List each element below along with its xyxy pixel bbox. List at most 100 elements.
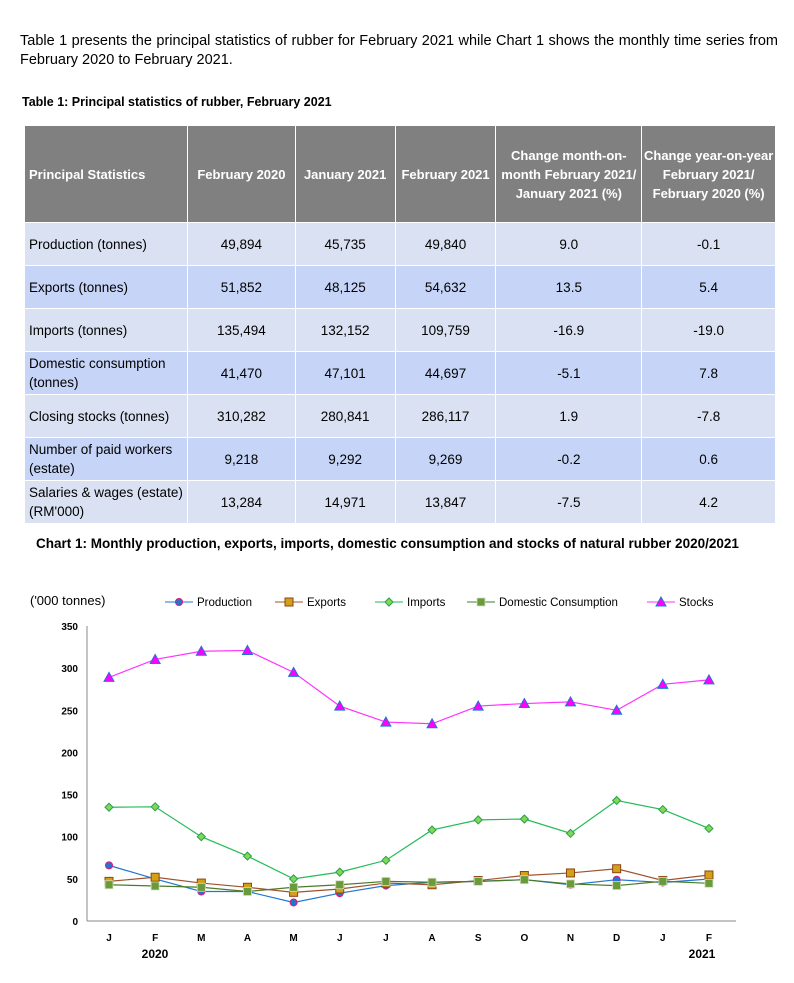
cell-value: 4.2	[641, 480, 776, 524]
legend-label: Domestic Consumption	[499, 597, 618, 609]
table-row: Domestic consumption (tonnes) 41,470 47,10…	[23, 351, 776, 395]
data-point	[150, 872, 160, 882]
data-point	[335, 880, 345, 890]
data-point	[105, 861, 113, 870]
intro-paragraph: Table 1 presents the principal statistic…	[20, 33, 778, 68]
data-point	[565, 828, 576, 839]
y-axis-label: ('000 tonnes)	[30, 593, 105, 608]
cell-value: 41,470	[187, 351, 296, 395]
data-point	[704, 878, 714, 888]
data-point	[566, 868, 575, 878]
data-point	[704, 870, 714, 880]
data-point	[518, 697, 531, 709]
cell-value: -5.1	[495, 351, 643, 395]
legend-label: Production	[197, 597, 252, 609]
data-point	[196, 882, 206, 892]
cell-value: 9,218	[187, 437, 296, 481]
data-point	[103, 671, 115, 682]
data-point	[289, 898, 298, 907]
y-tick-label: 0	[72, 917, 78, 928]
table-row: Exports (tonnes) 51,852 48,125 54,632 13.5 5.…	[23, 265, 776, 309]
legend-label: Imports	[407, 597, 446, 609]
y-tick-label: 50	[67, 875, 79, 886]
row-label: Salaries & wages (estate) (RM'000)	[23, 480, 189, 524]
cell-value: 7.8	[641, 351, 776, 395]
data-point	[149, 653, 161, 664]
y-tick-label: 100	[61, 833, 78, 844]
row-label: Closing stocks (tonnes)	[23, 394, 189, 438]
cell-value: 286,117	[394, 394, 497, 438]
cell-value: 13,284	[187, 480, 296, 524]
y-tick-label: 200	[61, 748, 78, 759]
cell-value: 310,282	[187, 394, 296, 438]
year-label: 2021	[689, 947, 716, 961]
data-point	[519, 875, 529, 885]
cell-value: 14,971	[294, 480, 396, 524]
data-point	[427, 825, 437, 835]
statistics-table: Principal Statistics February 2020 January…	[23, 125, 776, 524]
data-point	[426, 717, 438, 729]
data-point	[704, 823, 714, 834]
column-header: February 2021	[394, 125, 497, 223]
chart-title: Chart 1: Monthly production, exports, im…	[36, 536, 739, 551]
cell-value: 280,841	[294, 394, 396, 438]
x-tick-label: J	[660, 933, 666, 944]
cell-value: 0.6	[641, 437, 776, 481]
x-tick-label: M	[289, 933, 297, 944]
cell-value: 1.9	[495, 394, 643, 438]
table-row: Production (tonnes) 49,894 45,735 49,840 9.0…	[23, 222, 776, 266]
data-point	[612, 881, 622, 891]
cell-value: 5.4	[641, 265, 776, 309]
data-point	[381, 855, 391, 866]
x-tick-label: J	[337, 933, 343, 944]
x-tick-label: M	[197, 933, 205, 944]
table-row: Closing stocks (tonnes) 310,282 280,841 286…	[23, 394, 776, 438]
x-tick-label: J	[106, 933, 112, 944]
cell-value: -19.0	[641, 308, 776, 352]
legend-marker	[655, 595, 667, 607]
data-point	[472, 700, 485, 711]
table-row: Imports (tonnes) 135,494 132,152 109,759 -16…	[23, 308, 776, 352]
y-tick-label: 300	[61, 664, 78, 675]
data-point	[381, 876, 391, 886]
y-tick-label: 350	[61, 622, 78, 633]
line-chart: ('000 tonnes) 0 50 100 150 200 250 300 350 J F M A M J…	[30, 593, 736, 961]
x-tick-label: A	[428, 933, 435, 944]
data-point	[195, 645, 208, 656]
cell-value: 44,697	[394, 351, 497, 395]
cell-value: 9.0	[495, 222, 643, 266]
data-point	[104, 802, 114, 812]
table-title: Table 1: Principal statistics of rubber,…	[22, 95, 332, 109]
data-point	[611, 795, 622, 806]
data-point	[564, 695, 577, 707]
x-tick-label: O	[520, 933, 528, 944]
cell-value: 51,852	[187, 265, 296, 309]
column-header: Change year-on-year February 2021/ Febru…	[641, 125, 776, 223]
x-tick-label: A	[244, 933, 251, 944]
cell-value: -0.1	[641, 222, 776, 266]
column-header: Principal Statistics	[23, 125, 189, 223]
data-point	[380, 716, 392, 727]
cell-value: 45,735	[294, 222, 396, 266]
cell-value: -0.2	[495, 437, 643, 481]
column-header: Change month-on-month February 2021/ Jan…	[495, 125, 643, 223]
cell-value: 13,847	[394, 480, 497, 524]
legend-marker	[175, 598, 183, 606]
series-line-imports	[108, 799, 710, 880]
legend-marker	[384, 597, 394, 607]
table-row: Number of paid workers (estate) 9,218 9,29…	[23, 437, 776, 481]
cell-value: 49,840	[394, 222, 497, 266]
legend-marker	[284, 597, 294, 607]
data-point	[196, 832, 207, 842]
data-point	[703, 673, 715, 685]
x-tick-label: J	[383, 933, 389, 944]
cell-value: 49,894	[187, 222, 296, 266]
data-point	[658, 876, 668, 886]
data-point	[241, 644, 254, 655]
data-point	[566, 879, 575, 889]
data-point	[104, 880, 114, 890]
y-tick-label: 250	[61, 706, 78, 717]
x-tick-label: S	[475, 933, 482, 944]
table-row: Salaries & wages (estate) (RM'000) 13,284…	[23, 480, 776, 524]
